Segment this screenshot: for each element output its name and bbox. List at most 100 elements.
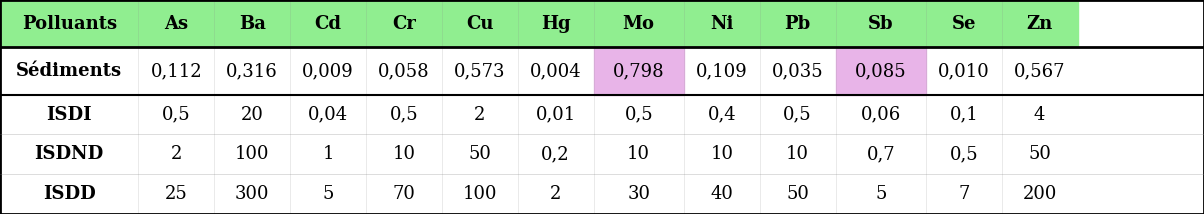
Bar (518, 134, 594, 174)
Text: 0,010: 0,010 (938, 62, 990, 80)
Bar (836, 95, 926, 134)
Bar (760, 134, 836, 174)
Text: Polluants: Polluants (22, 15, 117, 33)
Text: Sédiments: Sédiments (16, 62, 123, 80)
Bar (214, 95, 290, 134)
Bar (214, 47, 290, 95)
Text: 0,004: 0,004 (530, 62, 582, 80)
Text: Mo: Mo (622, 15, 655, 33)
Text: 0,5: 0,5 (950, 145, 978, 163)
Bar (138, 174, 214, 214)
Text: 4: 4 (1034, 106, 1045, 123)
Bar (290, 0, 366, 47)
Bar (1002, 95, 1078, 134)
Bar (684, 95, 760, 134)
Bar (684, 174, 760, 214)
Bar (594, 47, 684, 95)
Text: 50: 50 (786, 185, 809, 203)
Text: 0,085: 0,085 (855, 62, 907, 80)
Bar (926, 0, 1002, 47)
Bar (442, 95, 518, 134)
Text: 50: 50 (1028, 145, 1051, 163)
Bar (836, 174, 926, 214)
Bar (366, 95, 442, 134)
Bar (0, 0, 138, 47)
Text: Cu: Cu (466, 15, 494, 33)
Bar (594, 174, 684, 214)
Bar (1002, 0, 1078, 47)
Bar (684, 134, 760, 174)
Bar (442, 134, 518, 174)
Bar (518, 47, 594, 95)
Bar (836, 47, 926, 95)
Bar (138, 0, 214, 47)
Bar (594, 0, 684, 47)
Text: 0,567: 0,567 (1014, 62, 1066, 80)
Text: Se: Se (951, 15, 976, 33)
Bar (836, 0, 926, 47)
Bar (926, 174, 1002, 214)
Bar (684, 47, 760, 95)
Bar (0, 47, 138, 95)
Text: 0,798: 0,798 (613, 62, 665, 80)
Bar (1002, 174, 1078, 214)
Text: 0,01: 0,01 (536, 106, 576, 123)
Text: 2: 2 (171, 145, 182, 163)
Text: 0,573: 0,573 (454, 62, 506, 80)
Bar (138, 95, 214, 134)
Bar (290, 134, 366, 174)
Bar (760, 0, 836, 47)
Bar (760, 95, 836, 134)
Text: 10: 10 (786, 145, 809, 163)
Text: 0,5: 0,5 (163, 106, 190, 123)
Bar (684, 0, 760, 47)
Bar (760, 174, 836, 214)
Bar (214, 174, 290, 214)
Bar (366, 47, 442, 95)
Bar (366, 134, 442, 174)
Text: 25: 25 (165, 185, 188, 203)
Bar (926, 134, 1002, 174)
Text: 20: 20 (241, 106, 264, 123)
Text: Hg: Hg (541, 15, 571, 33)
Text: 100: 100 (462, 185, 497, 203)
Text: 0,009: 0,009 (302, 62, 354, 80)
Text: Sb: Sb (868, 15, 893, 33)
Bar (0, 134, 138, 174)
Bar (290, 95, 366, 134)
Text: Cd: Cd (314, 15, 342, 33)
Text: 0,5: 0,5 (625, 106, 653, 123)
Bar (290, 174, 366, 214)
Text: 50: 50 (468, 145, 491, 163)
Bar (518, 0, 594, 47)
Text: Zn: Zn (1027, 15, 1052, 33)
Bar (442, 174, 518, 214)
Text: 2: 2 (550, 185, 561, 203)
Text: 10: 10 (627, 145, 650, 163)
Text: 10: 10 (393, 145, 415, 163)
Bar (0, 95, 138, 134)
Bar (926, 95, 1002, 134)
Text: 0,1: 0,1 (950, 106, 978, 123)
Bar (0, 174, 138, 214)
Bar (138, 134, 214, 174)
Bar (214, 0, 290, 47)
Bar (214, 134, 290, 174)
Bar (1002, 47, 1078, 95)
Text: ISDD: ISDD (43, 185, 95, 203)
Text: 0,06: 0,06 (861, 106, 901, 123)
Bar (594, 95, 684, 134)
Bar (926, 47, 1002, 95)
Bar (836, 134, 926, 174)
Bar (138, 47, 214, 95)
Bar (594, 134, 684, 174)
Bar (518, 174, 594, 214)
Bar (442, 0, 518, 47)
Text: 0,5: 0,5 (784, 106, 811, 123)
Bar (1002, 134, 1078, 174)
Text: Pb: Pb (785, 15, 810, 33)
Text: 5: 5 (875, 185, 886, 203)
Text: Ba: Ba (238, 15, 266, 33)
Text: 0,035: 0,035 (772, 62, 824, 80)
Bar (760, 47, 836, 95)
